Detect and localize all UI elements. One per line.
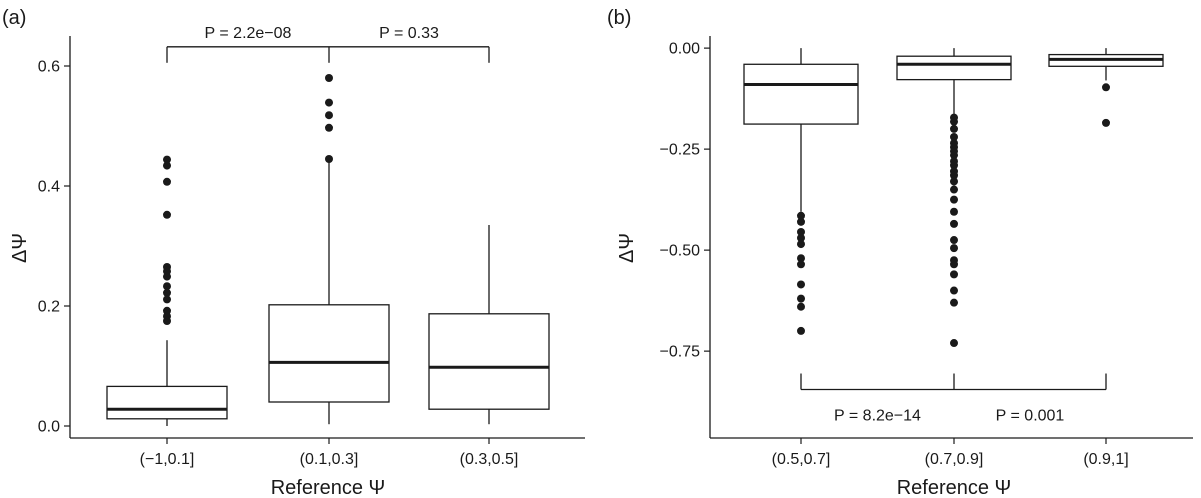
outlier-point [163, 272, 171, 281]
outlier-point [797, 302, 805, 311]
outlier-point [950, 286, 958, 295]
y-tick-label: −0.75 [660, 344, 701, 361]
outlier-point [325, 111, 333, 120]
outlier-point [797, 234, 805, 243]
panel-b-x-axis-title: Reference Ψ [897, 477, 1012, 498]
x-tick-label: (0.7,0.9] [925, 451, 984, 468]
panel-b-y-axis-title: ΔΨ [616, 233, 638, 263]
x-tick-label: (0.1,0.3] [300, 451, 359, 468]
outlier-point [797, 294, 805, 303]
box-0 [743, 48, 859, 335]
panel-a-label: (a) [2, 7, 26, 29]
x-tick-label: (0.3,0.5] [460, 451, 519, 468]
outlier-point [163, 177, 171, 186]
outlier-point [950, 161, 958, 170]
outlier-point [797, 227, 805, 236]
outlier-point [163, 155, 171, 164]
box-2 [1048, 48, 1164, 127]
box-iqr [743, 63, 859, 125]
outlier-point [950, 270, 958, 279]
box-iqr [896, 55, 1012, 81]
outlier-point [797, 260, 805, 269]
outlier-point [325, 123, 333, 132]
outlier-point [1102, 83, 1110, 92]
outlier-point [950, 260, 958, 269]
y-tick-label: −0.50 [660, 243, 701, 260]
x-tick-label: (−1,0.1] [140, 451, 195, 468]
outlier-point [163, 288, 171, 297]
panel-b: (b) ΔΨ Reference Ψ 0.00 −0.25 −0.50 −0.75 (0… [607, 7, 1193, 498]
outlier-point [163, 210, 171, 219]
outlier-point [950, 177, 958, 186]
outlier-point [950, 195, 958, 204]
outlier-point [797, 280, 805, 289]
y-tick-label: 0.6 [38, 59, 60, 76]
outlier-point [797, 254, 805, 263]
outlier-point [950, 133, 958, 142]
box-1 [896, 48, 1012, 348]
outlier-point [797, 217, 805, 226]
outlier-point [325, 98, 333, 107]
box-2 [428, 225, 550, 425]
comparison-p-value: P = 0.001 [996, 408, 1065, 425]
outlier-point [950, 117, 958, 126]
outlier-point [325, 74, 333, 82]
outlier-point [950, 219, 958, 228]
outlier-point [797, 326, 805, 335]
panel-b-label: (b) [607, 7, 631, 29]
outlier-point [950, 244, 958, 253]
outlier-point [950, 339, 958, 348]
outlier-point [797, 240, 805, 249]
box-1 [268, 74, 390, 425]
outlier-point [950, 171, 958, 180]
comparison-p-value: P = 0.33 [379, 25, 439, 42]
box-0 [106, 155, 228, 426]
x-tick-label: (0.5,0.7] [772, 451, 831, 468]
y-tick-label: 0.4 [38, 179, 60, 196]
y-tick-label: −0.25 [660, 142, 701, 159]
comparison-p-value: P = 2.2e−08 [205, 25, 292, 42]
panel-a-x-axis-title: Reference Ψ [271, 477, 386, 498]
y-tick-label: 0.0 [38, 419, 60, 436]
outlier-point [950, 236, 958, 245]
y-tick-label: 0.00 [669, 41, 700, 58]
comparison-p-value: P = 8.2e−14 [834, 408, 921, 425]
box-iqr [268, 304, 390, 403]
x-tick-label: (0.9,1] [1083, 451, 1128, 468]
box-iqr [106, 385, 228, 420]
outlier-point [163, 295, 171, 304]
outlier-point [163, 317, 171, 325]
outlier-point [163, 161, 171, 170]
outlier-point [163, 282, 171, 291]
outlier-point [950, 124, 958, 133]
panel-a: (a) ΔΨ Reference Ψ 0.0 0.2 0.4 0.6 (−1,0.1] (… [2, 7, 585, 498]
outlier-point [797, 211, 805, 220]
box-iqr [428, 313, 550, 410]
outlier-point [1102, 118, 1110, 127]
outlier-point [950, 298, 958, 307]
outlier-point [325, 155, 333, 163]
outlier-point [950, 185, 958, 194]
y-tick-label: 0.2 [38, 299, 60, 316]
outlier-point [950, 207, 958, 216]
panel-a-y-axis-title: ΔΨ [9, 233, 31, 263]
outlier-point [950, 151, 958, 160]
